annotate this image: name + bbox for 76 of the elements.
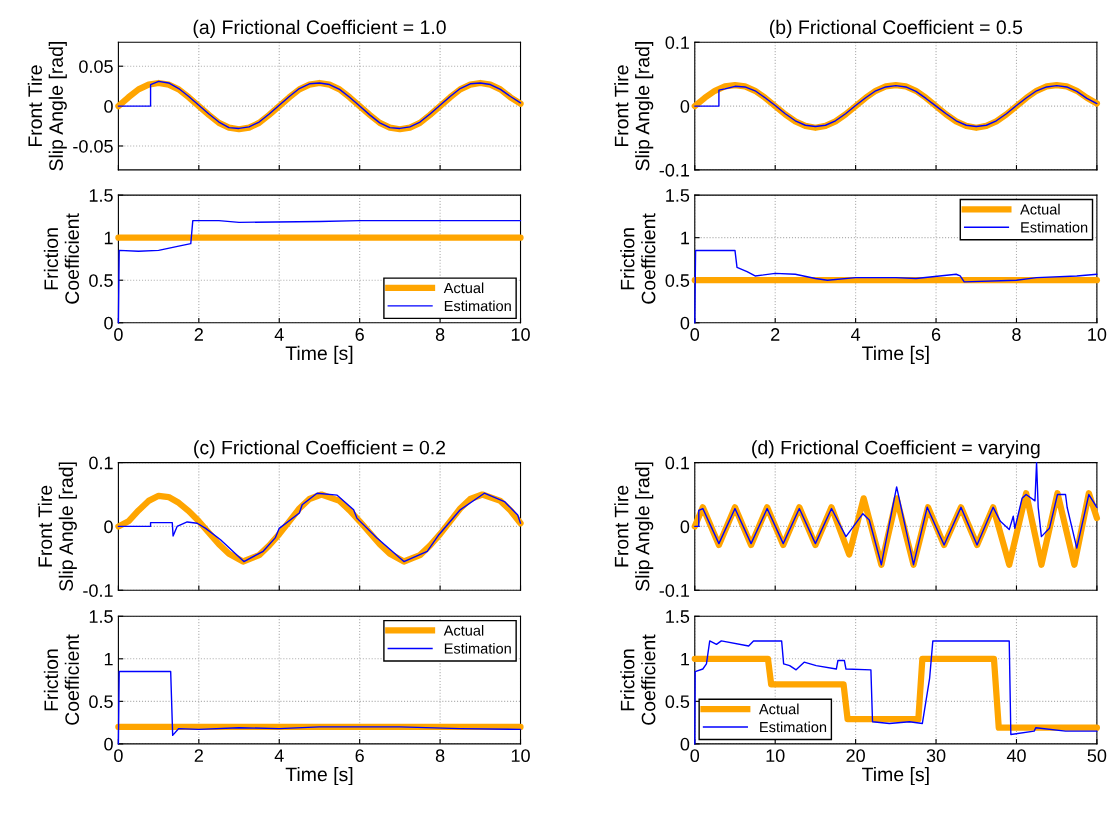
y-tick-label: 0 [680, 737, 690, 751]
x-tick-label: 6 [355, 749, 364, 763]
x-axis-title: Time [s] [285, 766, 353, 786]
y-tick-label: 0.1 [665, 36, 690, 49]
x-tick-label: 4 [851, 328, 861, 341]
y-tick-label: 1 [104, 231, 113, 245]
x-tick-label: 8 [1012, 328, 1021, 341]
y-tick-label: 0.5 [89, 274, 113, 287]
x-tick-label: 0 [690, 749, 700, 763]
y-axis-title: Friction Coefficient [43, 213, 80, 304]
y-tick-label: 0.5 [665, 695, 690, 709]
x-tick-label: 0 [114, 749, 123, 763]
x-axis-title: Time [s] [862, 345, 929, 364]
y-axis-title: Front Tire Slip Angle [rad] [37, 462, 77, 591]
x-tick-label: 10 [766, 749, 785, 763]
x-tick-label: 0 [690, 328, 700, 341]
x-tick-label: 20 [846, 749, 865, 763]
y-tick-label: 1.5 [89, 189, 113, 202]
x-tick-label: 8 [435, 749, 445, 763]
x-tick-label: 2 [194, 749, 203, 762]
y-tick-label: -0.1 [659, 584, 690, 597]
y-tick-label: 0.1 [89, 456, 113, 470]
chart-title: (a) Frictional Coefficient = 1.0 [193, 19, 446, 38]
x-tick-label: 0 [114, 328, 123, 341]
y-tick-label: 0.5 [89, 695, 113, 709]
x-tick-label: 8 [435, 328, 445, 341]
x-tick-label: 2 [194, 328, 203, 341]
y-tick-label: -0.1 [83, 584, 113, 597]
legend-label: Actual [443, 282, 484, 294]
legend-label: Estimation [444, 642, 511, 654]
y-axis-title: Friction Coefficient [620, 634, 656, 725]
chart-title: (b) Frictional Coefficient = 0.5 [769, 19, 1023, 38]
y-axis-title: Front Tire Slip Angle [rad] [27, 42, 67, 171]
legend-label: Estimation [760, 721, 827, 733]
y-tick-label: 0 [680, 316, 690, 330]
y-tick-label: 0.5 [665, 274, 690, 287]
y-axis-title: Friction Coefficient [620, 213, 656, 304]
y-tick-label: 0 [104, 100, 113, 113]
y-tick-label: 0.05 [79, 60, 113, 73]
y-tick-label: 0 [680, 520, 690, 534]
y-tick-label: 1 [104, 652, 113, 666]
x-tick-label: 40 [1006, 749, 1026, 763]
y-tick-label: 0 [104, 737, 113, 751]
y-tick-label: -0.05 [73, 139, 113, 153]
y-tick-label: 0 [680, 100, 690, 113]
legend-label: Estimation [1021, 221, 1088, 233]
x-tick-label: 10 [511, 328, 530, 341]
x-tick-label: 2 [771, 328, 780, 341]
x-tick-label: 30 [926, 749, 946, 763]
x-axis-title: Time [s] [862, 766, 929, 786]
y-axis-title: Front Tire Slip Angle [rad] [614, 42, 654, 171]
x-tick-label: 6 [931, 328, 941, 341]
x-tick-label: 6 [355, 328, 364, 341]
y-tick-label: 0 [104, 316, 113, 330]
y-tick-label: 0.1 [665, 456, 690, 470]
y-tick-label: 1 [681, 231, 690, 245]
y-tick-label: 0 [104, 520, 113, 534]
y-axis-title: Front Tire Slip Angle [rad] [614, 462, 654, 591]
x-tick-label: 10 [1088, 328, 1107, 341]
legend-label: Actual [758, 703, 799, 715]
legend-label: Actual [1020, 203, 1060, 215]
x-tick-label: 4 [274, 749, 284, 762]
legend-label: Estimation [444, 300, 511, 312]
y-tick-label: 1.5 [89, 610, 113, 623]
chart-title: (d) Frictional Coefficient = varying [752, 440, 1040, 459]
x-axis-title: Time [s] [285, 345, 353, 364]
x-tick-label: 50 [1087, 749, 1107, 763]
x-tick-label: 4 [274, 328, 284, 341]
x-tick-label: 10 [511, 749, 530, 763]
chart-title: (c) Frictional Coefficient = 0.2 [194, 440, 446, 459]
y-tick-label: 1.5 [666, 189, 690, 202]
y-tick-label: -0.1 [659, 163, 690, 177]
y-tick-label: 1 [681, 652, 690, 666]
y-tick-label: 1.5 [666, 610, 690, 623]
legend-label: Actual [443, 625, 484, 636]
y-axis-title: Friction Coefficient [43, 634, 80, 725]
